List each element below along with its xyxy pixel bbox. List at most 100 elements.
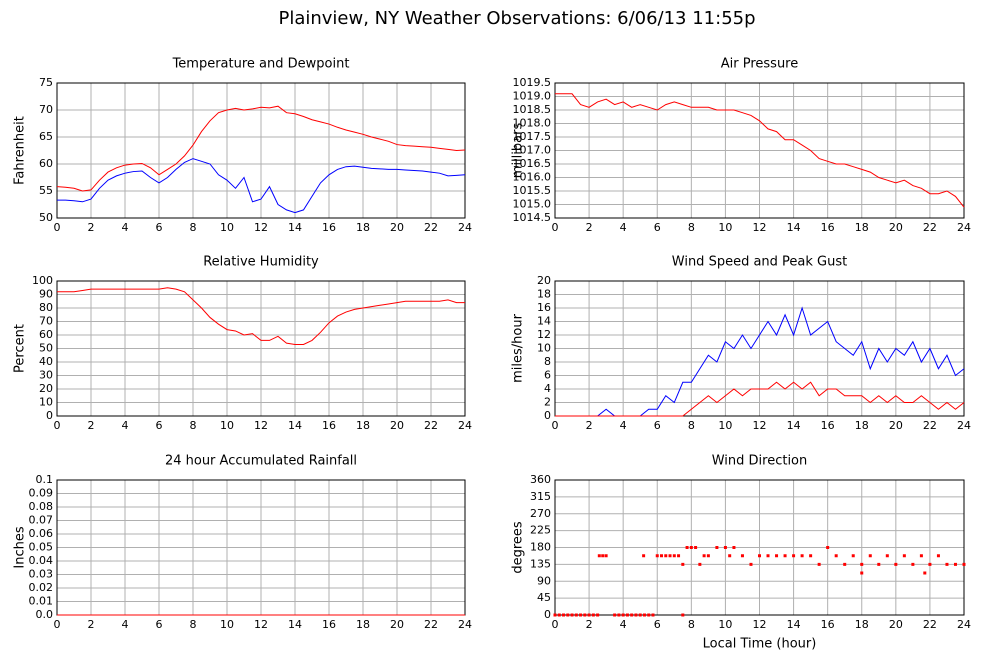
page-title: Plainview, NY Weather Observations: 6/06… xyxy=(278,8,755,29)
x-tick-label: 14 xyxy=(288,618,302,631)
x-tick-label: 6 xyxy=(156,221,163,234)
y-tick-label: 80 xyxy=(39,301,53,314)
x-tick-label: 16 xyxy=(821,221,835,234)
x-tick-label: 12 xyxy=(753,221,767,234)
data-point xyxy=(634,613,638,617)
data-point xyxy=(945,562,949,566)
x-tick-label: 18 xyxy=(356,618,370,631)
x-tick-label: 12 xyxy=(254,221,268,234)
y-tick-label: 360 xyxy=(530,473,551,486)
x-tick-label: 20 xyxy=(889,221,903,234)
x-tick-label: 0 xyxy=(54,618,61,631)
data-point xyxy=(681,613,685,617)
data-point xyxy=(919,554,923,558)
x-tick-label: 4 xyxy=(122,221,129,234)
x-tick-label: 20 xyxy=(390,221,404,234)
data-point xyxy=(642,613,646,617)
x-tick-label: 0 xyxy=(552,618,559,631)
x-tick-label: 6 xyxy=(654,419,661,432)
plot-frame xyxy=(554,82,965,219)
y-tick-label: 10 xyxy=(39,396,53,409)
x-tick-label: 20 xyxy=(889,618,903,631)
data-point xyxy=(587,613,591,617)
y-tick-label: 1014.5 xyxy=(513,211,552,224)
data-point xyxy=(574,613,578,617)
x-tick-label: 22 xyxy=(424,618,438,631)
x-tick-label: 2 xyxy=(88,419,95,432)
data-point xyxy=(783,554,787,558)
x-tick-label: 24 xyxy=(957,419,971,432)
y-tick-label: 180 xyxy=(530,541,551,554)
x-tick-label: 18 xyxy=(855,618,869,631)
x-tick-label: 2 xyxy=(88,221,95,234)
data-line xyxy=(57,287,465,345)
data-point xyxy=(604,554,608,558)
y-tick-label: 70 xyxy=(39,315,53,328)
x-tick-label: 22 xyxy=(923,221,937,234)
data-point xyxy=(562,613,566,617)
data-line xyxy=(555,381,965,417)
y-tick-label: 20 xyxy=(537,274,551,287)
data-point xyxy=(911,562,915,566)
x-tick-label: 2 xyxy=(88,618,95,631)
y-tick-label: 1018.0 xyxy=(513,117,552,130)
y-tick-label: 1016.0 xyxy=(513,171,552,184)
data-point xyxy=(681,562,685,566)
data-point xyxy=(936,554,940,558)
chart-title: Relative Humidity xyxy=(203,255,319,270)
x-tick-label: 8 xyxy=(190,419,197,432)
x-tick-label: 10 xyxy=(718,618,732,631)
y-tick-label: 0 xyxy=(46,409,53,422)
y-tick-label: 0.05 xyxy=(29,541,54,554)
y-tick-label: 90 xyxy=(537,574,551,587)
data-point xyxy=(557,613,561,617)
y-axis-label: degrees xyxy=(511,521,526,574)
x-tick-label: 10 xyxy=(220,221,234,234)
chart-title: Air Pressure xyxy=(721,57,799,72)
data-point xyxy=(860,571,864,575)
x-tick-label: 20 xyxy=(390,419,404,432)
plot-frame xyxy=(554,280,965,417)
data-point xyxy=(630,613,634,617)
x-tick-label: 24 xyxy=(458,419,472,432)
x-tick-label: 4 xyxy=(122,419,129,432)
y-tick-label: 0.02 xyxy=(29,581,54,594)
y-tick-label: 0 xyxy=(544,608,551,621)
data-point xyxy=(570,613,574,617)
y-axis-label: Fahrenheit xyxy=(13,116,28,185)
chart-title: 24 hour Accumulated Rainfall xyxy=(165,454,357,469)
x-tick-label: 20 xyxy=(889,419,903,432)
y-tick-label: 60 xyxy=(39,328,53,341)
y-tick-label: 1019.5 xyxy=(513,76,552,89)
data-point xyxy=(809,554,813,558)
data-point xyxy=(651,613,655,617)
y-axis-label: millibars xyxy=(511,123,526,179)
data-point xyxy=(800,554,804,558)
x-tick-label: 18 xyxy=(855,221,869,234)
x-tick-label: 6 xyxy=(654,221,661,234)
x-tick-label: 24 xyxy=(458,618,472,631)
data-point xyxy=(843,562,847,566)
data-point xyxy=(638,613,642,617)
data-point xyxy=(758,554,761,558)
x-tick-label: 12 xyxy=(254,618,268,631)
data-point xyxy=(817,562,821,566)
x-tick-label: 18 xyxy=(855,419,869,432)
x-tick-label: 18 xyxy=(356,419,370,432)
x-tick-label: 10 xyxy=(220,419,234,432)
x-tick-label: 14 xyxy=(787,221,801,234)
data-line xyxy=(57,158,466,214)
data-point xyxy=(728,554,732,558)
x-tick-label: 16 xyxy=(322,419,336,432)
y-tick-label: 12 xyxy=(537,328,551,341)
y-tick-label: 0.1 xyxy=(36,473,54,486)
y-tick-label: 1018.5 xyxy=(513,103,552,116)
x-tick-label: 16 xyxy=(322,221,336,234)
x-tick-label: 4 xyxy=(620,419,627,432)
data-point xyxy=(775,554,779,558)
y-tick-label: 1016.5 xyxy=(513,157,552,170)
y-tick-label: 100 xyxy=(32,274,53,287)
data-point xyxy=(617,613,621,617)
data-line xyxy=(56,105,466,192)
